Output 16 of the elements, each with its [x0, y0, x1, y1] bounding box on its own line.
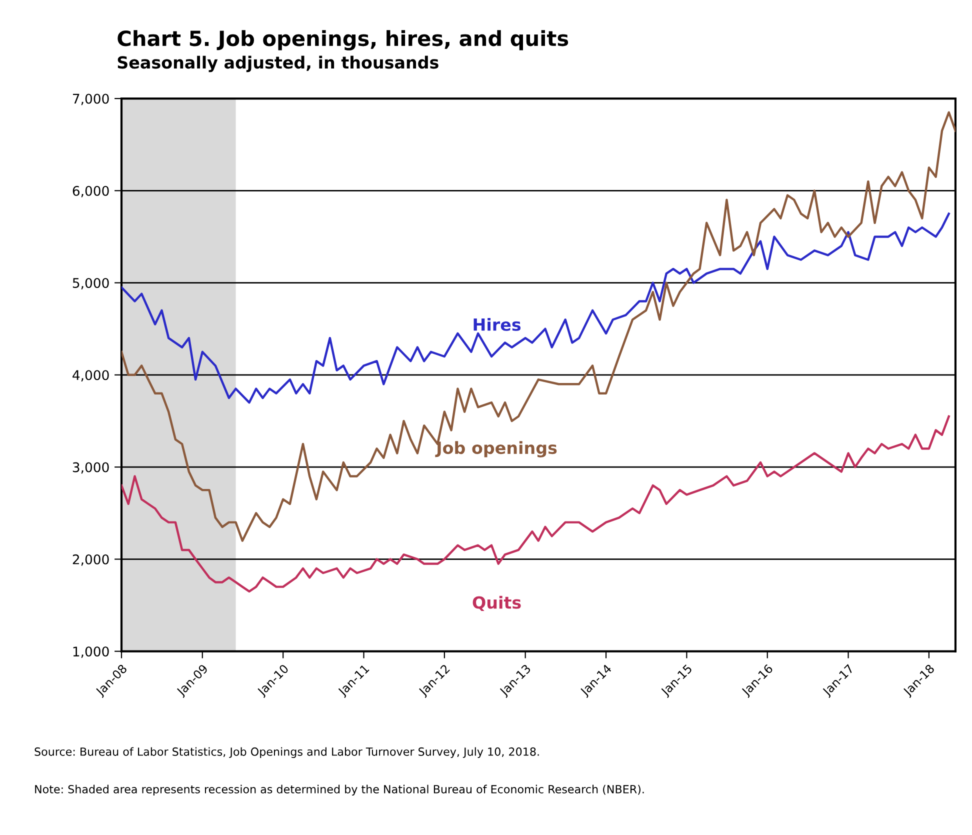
text: Quits	[472, 596, 521, 612]
y-tick-label: 7,000	[73, 94, 109, 106]
y-tick-label: 1,000	[73, 646, 109, 658]
chart-title: Chart 5. Job openings, hires, and quits	[118, 30, 568, 50]
y-tick-label: 5,000	[72, 278, 109, 290]
chart-subtitle: Seasonally adjusted, in thousands	[118, 56, 438, 72]
y-tick-label: 2,000	[72, 554, 109, 566]
text: Note: Shaded area represents recession as determined by the National Bureau of Economic Research (NBER).	[35, 784, 644, 796]
y-tick-label: 6,000	[72, 186, 109, 198]
line-series	[122, 415, 950, 593]
series-label: Hires	[474, 318, 521, 331]
y-tick-label: 4,000	[72, 370, 109, 382]
series-label: Job openings	[435, 441, 557, 458]
line-series	[122, 212, 950, 404]
y-tick-label: 3,000	[72, 462, 109, 474]
source-note: Source: Bureau of Labor Statistics, Job Openings and Labor Turnover Survey, July 10, 2018.	[34, 747, 539, 758]
